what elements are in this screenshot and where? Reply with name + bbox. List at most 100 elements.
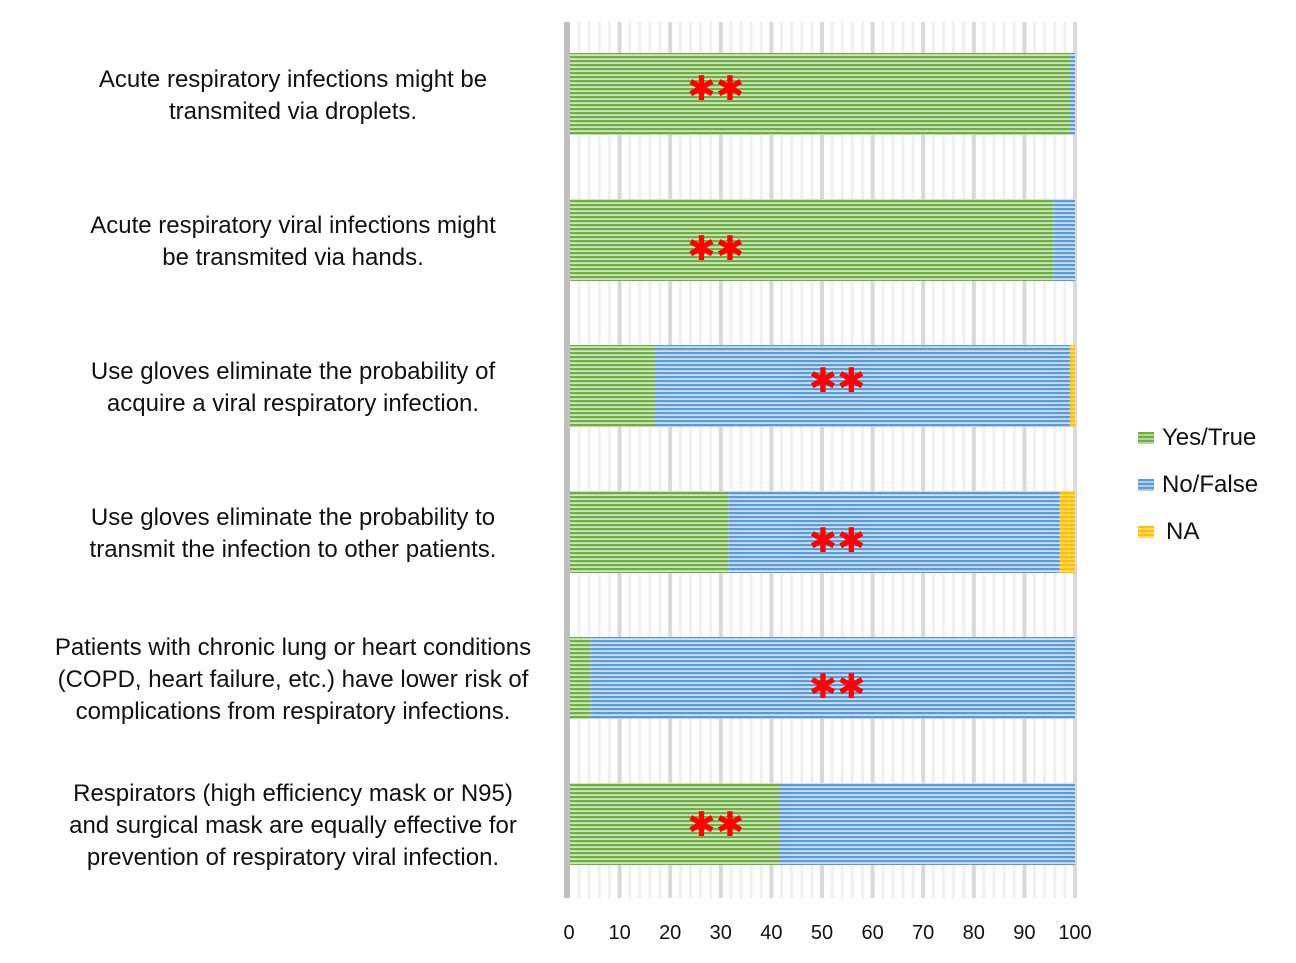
bar-segment-no-false bbox=[728, 491, 1060, 573]
category-label-line: Acute respiratory infections might be bbox=[98, 66, 488, 93]
bar-segment-yes-true bbox=[569, 345, 656, 427]
legend-item-na: NA bbox=[1138, 508, 1258, 555]
x-tick-label: 60 bbox=[861, 922, 883, 944]
bar-segment-yes-true bbox=[569, 491, 729, 573]
major-gridline bbox=[921, 22, 926, 898]
category-label: Use gloves eliminate the probability to t… bbox=[13, 502, 573, 566]
significance-annotations: ✱✱ ✱✱ ✱✱ ✱✱ ✱✱ ✱✱ bbox=[687, 69, 865, 845]
minor-gridline bbox=[941, 22, 945, 898]
minor-gridline bbox=[891, 22, 895, 898]
minor-gridline bbox=[860, 22, 864, 898]
major-gridline bbox=[870, 22, 875, 898]
category-label-line: Respirators (high efficiency mask or N95… bbox=[73, 780, 513, 807]
minor-gridline bbox=[699, 22, 703, 898]
minor-gridline bbox=[1043, 22, 1047, 898]
minor-gridline bbox=[992, 22, 996, 898]
significance-stars: ✱✱ bbox=[687, 229, 744, 269]
minor-gridline bbox=[607, 22, 611, 898]
minor-gridline bbox=[810, 22, 814, 898]
minor-gridline bbox=[739, 22, 743, 898]
bars bbox=[569, 53, 1075, 865]
minor-gridline bbox=[638, 22, 642, 898]
x-tick-label: 20 bbox=[659, 922, 681, 944]
minor-gridline bbox=[1063, 22, 1067, 898]
bar-segment-na bbox=[1069, 345, 1075, 427]
category-label-line: acquire a viral respiratory infection. bbox=[106, 390, 480, 417]
x-tick-label: 30 bbox=[710, 922, 732, 944]
minor-gridline bbox=[830, 22, 834, 898]
legend-swatch-yes-true bbox=[1138, 431, 1154, 444]
bar-segment-no-false bbox=[590, 637, 1075, 719]
x-tick-label: 10 bbox=[608, 922, 630, 944]
bar-segment-yes-true bbox=[569, 637, 591, 719]
x-tick-label: 90 bbox=[1013, 922, 1035, 944]
minor-gridline bbox=[729, 22, 733, 898]
category-label-line: complications from respiratory infection… bbox=[75, 698, 511, 725]
minor-gridline bbox=[648, 22, 652, 898]
legend-item-yes-true: Yes/True bbox=[1138, 414, 1258, 461]
minor-gridline bbox=[709, 22, 713, 898]
bar-segment-yes-true bbox=[569, 783, 780, 865]
major-gridline bbox=[769, 22, 774, 898]
major-gridline bbox=[718, 22, 723, 898]
minor-gridline bbox=[1002, 22, 1006, 898]
x-tick-label: 50 bbox=[811, 922, 833, 944]
category-label: Patients with chronic lung or heart cond… bbox=[13, 632, 573, 728]
minor-gridline bbox=[850, 22, 854, 898]
minor-gridline bbox=[790, 22, 794, 898]
category-label-line: Use gloves eliminate the probability of bbox=[90, 358, 496, 385]
minor-gridline bbox=[881, 22, 885, 898]
major-gridline bbox=[1073, 22, 1077, 898]
minor-gridline bbox=[800, 22, 804, 898]
x-axis-tick-labels: 0 10 20 30 40 50 60 70 80 90 100 bbox=[563, 922, 1091, 944]
x-tick-label: 100 bbox=[1058, 922, 1091, 944]
significance-stars: ✱✱ bbox=[687, 805, 744, 845]
significance-stars: ✱✱ bbox=[687, 69, 744, 109]
legend-item-no-false: No/False bbox=[1138, 461, 1258, 508]
legend-label: Yes/True bbox=[1162, 423, 1257, 451]
bar-segment-yes-true bbox=[569, 199, 1054, 281]
major-gridline bbox=[820, 22, 824, 898]
minor-gridline bbox=[597, 22, 601, 898]
category-label-line: and surgical mask are equally effective … bbox=[69, 812, 517, 839]
category-label-line: Use gloves eliminate the probability to bbox=[90, 504, 496, 531]
category-label: Acute respiratory infections might be tra… bbox=[13, 64, 573, 128]
major-gridline bbox=[1022, 22, 1027, 898]
significance-stars: ✱✱ bbox=[809, 521, 866, 561]
x-tick-label: 0 bbox=[563, 922, 574, 944]
category-label-line: Acute respiratory viral infections might bbox=[90, 212, 496, 239]
minor-gridline bbox=[1012, 22, 1016, 898]
major-gridline bbox=[668, 22, 673, 898]
legend-swatch-na bbox=[1138, 525, 1154, 538]
bar-segment-no-false bbox=[1069, 53, 1075, 135]
x-tick-label: 70 bbox=[912, 922, 934, 944]
minor-gridline bbox=[587, 22, 591, 898]
minor-gridline bbox=[628, 22, 632, 898]
minor-gridline bbox=[759, 22, 763, 898]
minor-gridline bbox=[1033, 22, 1037, 898]
gridlines bbox=[577, 22, 1077, 898]
category-label: Acute respiratory viral infections might… bbox=[13, 210, 573, 274]
category-label-line: Patients with chronic lung or heart cond… bbox=[54, 634, 532, 661]
significance-stars: ✱✱ bbox=[809, 667, 866, 707]
category-label-line: transmit the infection to other patients… bbox=[89, 536, 497, 563]
category-label-line: prevention of respiratory viral infectio… bbox=[86, 844, 500, 871]
minor-gridline bbox=[780, 22, 784, 898]
minor-gridline bbox=[658, 22, 662, 898]
minor-gridline bbox=[840, 22, 844, 898]
major-gridline bbox=[617, 22, 622, 898]
minor-gridline bbox=[952, 22, 956, 898]
legend-label: NA bbox=[1166, 517, 1200, 545]
category-label-line: be transmited via hands. bbox=[162, 244, 424, 271]
bar-segment-no-false bbox=[655, 345, 1070, 427]
y-axis-line bbox=[564, 22, 570, 898]
category-label-line: transmited via droplets. bbox=[168, 98, 418, 125]
category-label: Use gloves eliminate the probability of a… bbox=[13, 356, 573, 420]
major-gridline bbox=[971, 22, 976, 898]
minor-gridline bbox=[911, 22, 915, 898]
legend-swatch-no-false bbox=[1138, 478, 1154, 491]
minor-gridline bbox=[688, 22, 692, 898]
minor-gridline bbox=[749, 22, 753, 898]
legend: Yes/True No/False NA bbox=[1138, 414, 1258, 555]
